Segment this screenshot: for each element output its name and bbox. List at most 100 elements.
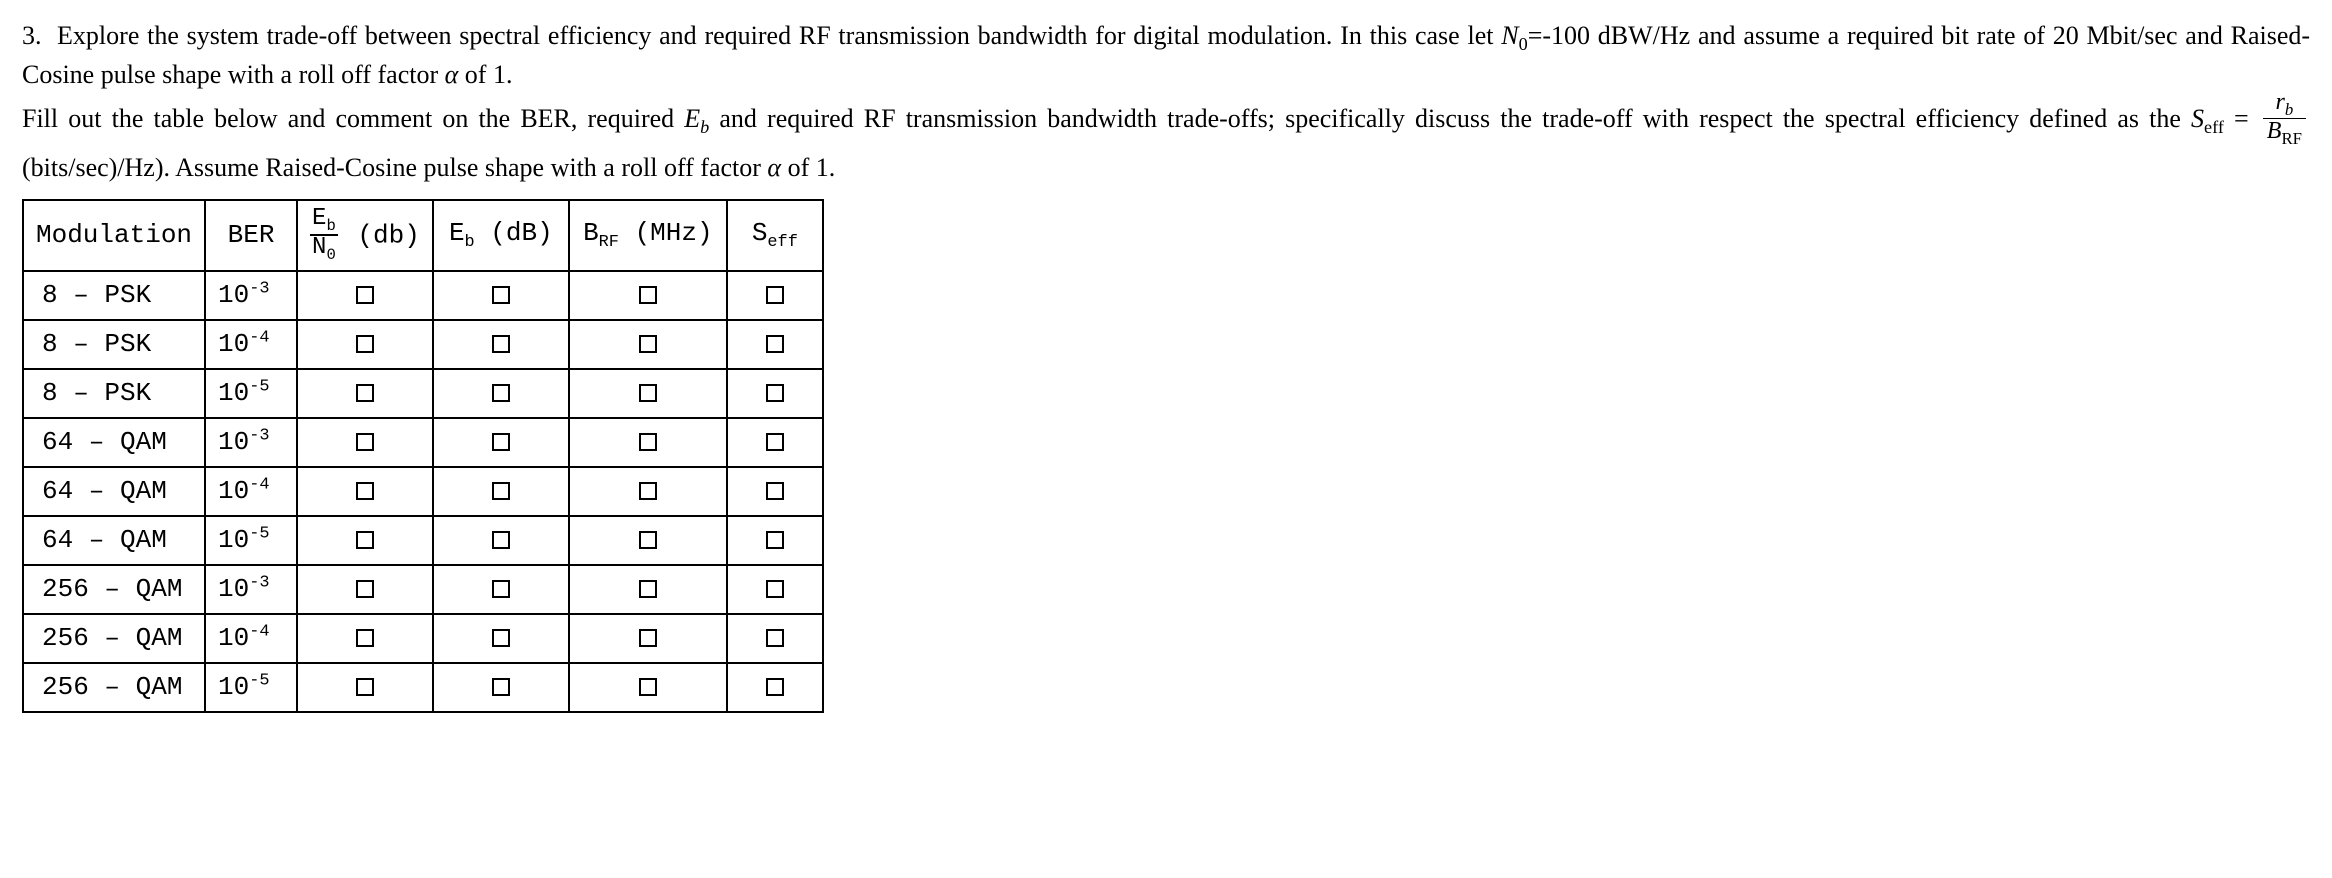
empty-checkbox-icon[interactable] <box>492 629 510 647</box>
cell-seff <box>727 467 823 516</box>
empty-checkbox-icon[interactable] <box>766 335 784 353</box>
th-ber: BER <box>205 200 297 271</box>
table-row: 64 – QAM10-4 <box>23 467 823 516</box>
empty-checkbox-icon[interactable] <box>356 580 374 598</box>
cell-modulation: 8 – PSK <box>23 369 205 418</box>
empty-checkbox-icon[interactable] <box>639 629 657 647</box>
empty-checkbox-icon[interactable] <box>492 433 510 451</box>
table-row: 64 – QAM10-5 <box>23 516 823 565</box>
empty-checkbox-icon[interactable] <box>356 531 374 549</box>
cell-ber: 10-5 <box>205 369 297 418</box>
question-line-1: 3. Explore the system trade-off between … <box>22 18 2310 92</box>
empty-checkbox-icon[interactable] <box>766 580 784 598</box>
empty-checkbox-icon[interactable] <box>766 433 784 451</box>
text: Fill out the table below and comment on … <box>22 104 684 133</box>
cell-modulation: 64 – QAM <box>23 418 205 467</box>
empty-checkbox-icon[interactable] <box>356 335 374 353</box>
text: and required RF transmission bandwidth t… <box>709 104 1689 133</box>
cell-ebn0 <box>297 418 433 467</box>
empty-checkbox-icon[interactable] <box>766 482 784 500</box>
cell-ebn0 <box>297 467 433 516</box>
empty-checkbox-icon[interactable] <box>492 482 510 500</box>
fraction-rb-over-BRF: rbBRF <box>2263 90 2306 148</box>
ebn0-unit: (db) <box>357 220 419 250</box>
empty-checkbox-icon[interactable] <box>492 335 510 353</box>
empty-checkbox-icon[interactable] <box>766 384 784 402</box>
empty-checkbox-icon[interactable] <box>639 286 657 304</box>
brf-RF: RF <box>599 233 619 252</box>
var-Eb-E: E <box>684 104 700 133</box>
cell-ber: 10-3 <box>205 418 297 467</box>
cell-brf <box>569 614 727 663</box>
empty-checkbox-icon[interactable] <box>356 482 374 500</box>
empty-checkbox-icon[interactable] <box>356 678 374 696</box>
brf-unit: (MHz) <box>635 218 713 248</box>
text: respect the spectral efficiency defined … <box>1699 104 2191 133</box>
frac-num-r: r <box>2276 89 2285 115</box>
seff-eff: eff <box>767 233 797 252</box>
text: of 1. <box>458 60 512 89</box>
question-line-2: Fill out the table below and comment on … <box>22 92 2310 185</box>
cell-seff <box>727 516 823 565</box>
table-row: 8 – PSK10-3 <box>23 271 823 320</box>
ebn0-N: N <box>312 234 326 261</box>
cell-seff <box>727 614 823 663</box>
empty-checkbox-icon[interactable] <box>766 531 784 549</box>
empty-checkbox-icon[interactable] <box>639 531 657 549</box>
equals: = <box>2224 104 2259 133</box>
empty-checkbox-icon[interactable] <box>492 678 510 696</box>
cell-modulation: 256 – QAM <box>23 565 205 614</box>
cell-brf <box>569 516 727 565</box>
empty-checkbox-icon[interactable] <box>639 433 657 451</box>
var-Eb-b: b <box>700 117 709 137</box>
empty-checkbox-icon[interactable] <box>492 384 510 402</box>
text: 3. Explore the system trade-off between … <box>22 21 1501 50</box>
empty-checkbox-icon[interactable] <box>356 433 374 451</box>
cell-ber: 10-4 <box>205 467 297 516</box>
table-header-row: Modulation BER Eb N0 (db) Eb (dB) BRF (M… <box>23 200 823 271</box>
empty-checkbox-icon[interactable] <box>766 286 784 304</box>
cell-brf <box>569 663 727 712</box>
cell-seff <box>727 271 823 320</box>
frac-num-b: b <box>2285 100 2293 119</box>
th-ebn0: Eb N0 (db) <box>297 200 433 271</box>
cell-brf <box>569 369 727 418</box>
empty-checkbox-icon[interactable] <box>639 580 657 598</box>
cell-ber: 10-5 <box>205 663 297 712</box>
brf-B: B <box>583 218 599 248</box>
empty-checkbox-icon[interactable] <box>766 678 784 696</box>
empty-checkbox-icon[interactable] <box>356 384 374 402</box>
empty-checkbox-icon[interactable] <box>639 678 657 696</box>
empty-checkbox-icon[interactable] <box>639 482 657 500</box>
eb-b: b <box>465 233 475 252</box>
cell-brf <box>569 467 727 516</box>
empty-checkbox-icon[interactable] <box>356 629 374 647</box>
cell-eb <box>433 418 569 467</box>
cell-eb <box>433 565 569 614</box>
empty-checkbox-icon[interactable] <box>492 531 510 549</box>
var-alpha-2: α <box>767 153 781 182</box>
cell-seff <box>727 320 823 369</box>
empty-checkbox-icon[interactable] <box>639 335 657 353</box>
table-row: 8 – PSK10-4 <box>23 320 823 369</box>
cell-brf <box>569 271 727 320</box>
var-Seff-S: S <box>2191 104 2204 133</box>
empty-checkbox-icon[interactable] <box>356 286 374 304</box>
table-row: 64 – QAM10-3 <box>23 418 823 467</box>
cell-eb <box>433 614 569 663</box>
cell-brf <box>569 320 727 369</box>
empty-checkbox-icon[interactable] <box>492 580 510 598</box>
empty-checkbox-icon[interactable] <box>766 629 784 647</box>
cell-seff <box>727 369 823 418</box>
cell-modulation: 256 – QAM <box>23 614 205 663</box>
cell-ebn0 <box>297 369 433 418</box>
empty-checkbox-icon[interactable] <box>492 286 510 304</box>
ebn0-0: 0 <box>326 246 335 264</box>
var-alpha: α <box>445 60 459 89</box>
cell-eb <box>433 271 569 320</box>
cell-ber: 10-5 <box>205 516 297 565</box>
cell-ber: 10-3 <box>205 271 297 320</box>
cell-ebn0 <box>297 565 433 614</box>
empty-checkbox-icon[interactable] <box>639 384 657 402</box>
ebn0-fraction: Eb N0 <box>310 207 338 264</box>
